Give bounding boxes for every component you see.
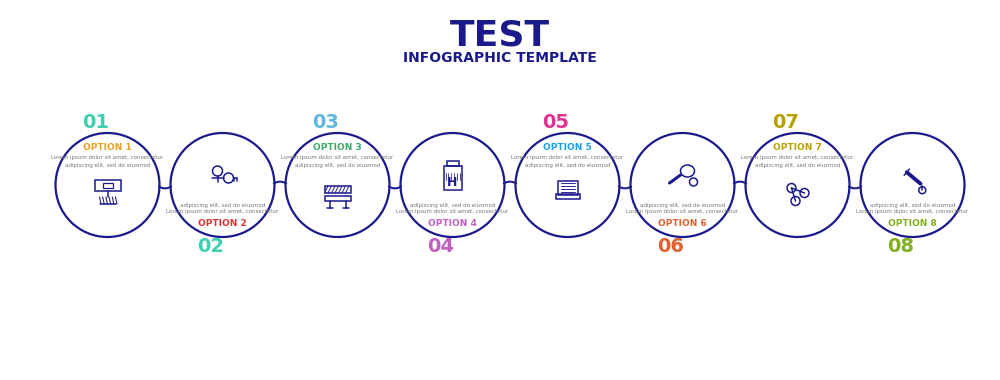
Bar: [103, 183, 112, 188]
Text: H: H: [447, 176, 458, 188]
Text: INFOGRAPHIC TEMPLATE: INFOGRAPHIC TEMPLATE: [403, 51, 597, 65]
Text: Lorem ipsum dolor sit amet, consectetur: Lorem ipsum dolor sit amet, consectetur: [396, 209, 509, 214]
Bar: [94, 180, 120, 191]
Text: Lorem ipsum dolor sit amet, consectetur: Lorem ipsum dolor sit amet, consectetur: [51, 155, 164, 160]
Text: Lorem ipsum dolor sit amet, consectetur: Lorem ipsum dolor sit amet, consectetur: [856, 209, 969, 214]
Text: 03: 03: [312, 114, 339, 133]
Text: Lorem ipsum dolor sit amet, consectetur: Lorem ipsum dolor sit amet, consectetur: [166, 209, 279, 214]
Text: OPTION 3: OPTION 3: [313, 142, 362, 152]
Text: Lorem ipsum dolor sit amet, consectetur: Lorem ipsum dolor sit amet, consectetur: [741, 155, 854, 160]
Bar: [324, 186, 351, 193]
Bar: [558, 181, 578, 195]
Text: adipiscing elit, sed do eiusmod: adipiscing elit, sed do eiusmod: [755, 163, 840, 168]
Bar: [446, 161, 458, 166]
Bar: [556, 194, 580, 199]
Bar: [444, 166, 462, 190]
Text: OPTION 4: OPTION 4: [428, 218, 477, 228]
Text: OPTION 1: OPTION 1: [83, 142, 132, 152]
Text: 01: 01: [82, 114, 109, 133]
Text: adipiscing elit, sed do eiusmod: adipiscing elit, sed do eiusmod: [870, 203, 955, 207]
Text: OPTION 8: OPTION 8: [888, 218, 937, 228]
Text: adipiscing elit, sed do eiusmod: adipiscing elit, sed do eiusmod: [295, 163, 380, 168]
Text: 06: 06: [657, 238, 684, 256]
Text: OPTION 2: OPTION 2: [198, 218, 247, 228]
Text: TEST: TEST: [450, 18, 550, 52]
Text: 02: 02: [197, 238, 224, 256]
Bar: [324, 196, 351, 201]
Text: adipiscing elit, sed do eiusmod: adipiscing elit, sed do eiusmod: [525, 163, 610, 168]
Text: Lorem ipsum dolor sit amet, consectetur: Lorem ipsum dolor sit amet, consectetur: [626, 209, 739, 214]
Text: Lorem ipsum dolor sit amet, consectetur: Lorem ipsum dolor sit amet, consectetur: [511, 155, 624, 160]
Text: adipiscing elit, sed do eiusmod: adipiscing elit, sed do eiusmod: [640, 203, 725, 207]
Text: Lorem ipsum dolor sit amet, consectetur: Lorem ipsum dolor sit amet, consectetur: [281, 155, 394, 160]
Text: 05: 05: [542, 114, 569, 133]
Text: OPTION 7: OPTION 7: [773, 142, 822, 152]
Text: OPTION 5: OPTION 5: [543, 142, 592, 152]
Text: 07: 07: [772, 114, 799, 133]
Text: 08: 08: [887, 238, 914, 256]
Text: 04: 04: [427, 238, 454, 256]
Text: adipiscing elit, sed do eiusmod: adipiscing elit, sed do eiusmod: [410, 203, 495, 207]
Text: adipiscing elit, sed do eiusmod: adipiscing elit, sed do eiusmod: [65, 163, 150, 168]
Text: adipiscing elit, sed do eiusmod: adipiscing elit, sed do eiusmod: [180, 203, 265, 207]
Text: OPTION 6: OPTION 6: [658, 218, 707, 228]
